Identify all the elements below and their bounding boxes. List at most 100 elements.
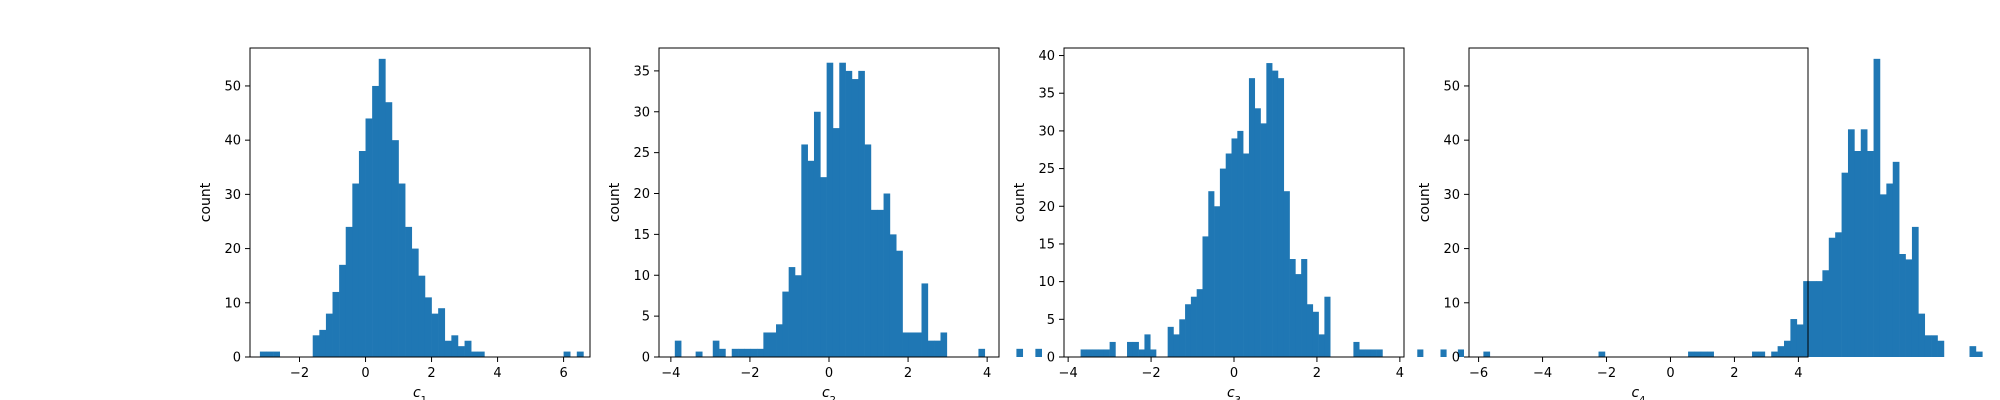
- bar-c4-70: [1931, 335, 1938, 357]
- bar-c1-8: [312, 335, 320, 357]
- bar-c2-13: [757, 348, 764, 357]
- bar-c4-55: [1835, 232, 1842, 357]
- bar-c4-51: [1809, 281, 1817, 357]
- bar-c1-33: [477, 351, 485, 357]
- bar-c2-31: [870, 209, 878, 357]
- bar-c3-30: [1254, 108, 1261, 357]
- x-tick-label-c1-0: 0: [361, 366, 369, 381]
- y-tick-label-c2-15: 15: [633, 228, 650, 243]
- x-tick-label-c3-2: 2: [1313, 366, 1321, 381]
- bar-c2-19: [795, 275, 802, 357]
- bar-c3-29: [1248, 78, 1256, 358]
- axes-frame-c4: [1468, 47, 1809, 358]
- bar-c2-24: [826, 62, 834, 358]
- bar-c1-31: [464, 340, 472, 357]
- bar-c4-59: [1860, 129, 1868, 357]
- bar-c4-35: [1707, 351, 1714, 357]
- histogram-c2: −4 −2 0 2 4 0 5 10 15 20 25 30 35 c2 count: [607, 47, 1042, 400]
- bar-c1-66: [695, 351, 703, 357]
- y-tick-label-c4-0: 0: [1452, 351, 1460, 366]
- y-axis-label-c4: count: [1417, 182, 1433, 222]
- bar-c3-17: [1179, 319, 1186, 357]
- bar-c4-34: [1700, 351, 1708, 357]
- bar-c1-17: [372, 85, 380, 357]
- bar-c4-56: [1841, 172, 1849, 357]
- bar-c2-25: [832, 128, 840, 357]
- bar-c1-27: [438, 308, 446, 357]
- bar-c4-77: [1975, 351, 1983, 357]
- bar-c4-67: [1911, 226, 1919, 357]
- bar-c2-0: [674, 340, 682, 357]
- y-tick-label-c3-15: 15: [1038, 237, 1055, 252]
- bar-c1-32: [471, 351, 479, 357]
- bar-c3-38: [1301, 259, 1308, 357]
- bar-c4-47: [1784, 340, 1791, 357]
- bar-c2-14: [763, 332, 770, 357]
- bar-c2-35: [896, 250, 903, 357]
- x-tick-label-c2--2: −2: [740, 366, 759, 381]
- bar-c3-11: [1144, 334, 1151, 357]
- bar-c2-28: [851, 79, 859, 357]
- bar-c2-26: [839, 62, 846, 358]
- bar-c4-49: [1796, 324, 1804, 357]
- bar-c1-25: [424, 297, 432, 357]
- y-tick-label-c2-5: 5: [642, 310, 650, 325]
- bar-c3-1: [1086, 349, 1093, 357]
- bar-c1-46: [563, 351, 571, 357]
- bar-c1-14: [352, 183, 360, 357]
- bar-c3-5: [1109, 341, 1116, 357]
- y-tick-label-c1-0: 0: [233, 351, 241, 366]
- x-tick-label-c4--6: −6: [1469, 366, 1488, 381]
- bar-c1-48: [576, 351, 584, 357]
- bar-c2-36: [902, 332, 910, 357]
- bar-c2-15: [769, 332, 777, 357]
- bar-c3-37: [1295, 274, 1302, 357]
- x-axis-label-c2: c2: [822, 385, 836, 400]
- bar-c2-37: [908, 332, 916, 357]
- bar-c3-39: [1306, 304, 1314, 357]
- bar-c3-36: [1289, 259, 1296, 357]
- y-tick-label-c3-40: 40: [1038, 49, 1055, 64]
- y-tick-label-c2-30: 30: [633, 105, 650, 120]
- x-axis-label-subscript-c1: 1: [421, 395, 427, 400]
- bar-c1-23: [411, 248, 419, 357]
- bar-c2-12: [750, 348, 758, 357]
- bar-c4-66: [1905, 259, 1913, 357]
- bar-c3-62: [1440, 349, 1447, 357]
- bar-c4-63: [1886, 183, 1894, 357]
- x-axis-label-subscript-c4: 4: [1639, 395, 1645, 400]
- y-tick-label-c4-40: 40: [1443, 134, 1460, 149]
- y-tick-label-c1-10: 10: [224, 296, 241, 311]
- y-tick-label-c4-10: 10: [1443, 296, 1460, 311]
- bars-c3: [1080, 63, 1464, 358]
- bar-c3-51: [1376, 349, 1383, 357]
- bar-c2-22: [813, 111, 821, 357]
- bar-c2-38: [915, 332, 922, 357]
- x-tick-label-c2-4: 4: [983, 366, 991, 381]
- bar-c3-31: [1260, 123, 1267, 358]
- bar-c2-11: [744, 348, 752, 357]
- bar-c1-28: [444, 340, 452, 357]
- bar-c4-64: [1892, 161, 1900, 357]
- bar-c2-17: [782, 291, 789, 357]
- bar-c1-30: [457, 346, 465, 357]
- bar-c2-48: [978, 348, 986, 357]
- bar-c4-54: [1828, 237, 1836, 357]
- bar-c1-1: [266, 351, 274, 357]
- y-axis-label-c3: count: [1012, 182, 1028, 222]
- bar-c3-33: [1272, 70, 1279, 358]
- bar-c3-16: [1173, 334, 1180, 357]
- bar-c3-58: [1417, 349, 1424, 357]
- bar-c3-26: [1231, 138, 1238, 357]
- bar-c2-10: [738, 348, 745, 357]
- bar-c2-40: [927, 340, 935, 357]
- bar-c2-7: [719, 348, 726, 357]
- bars-c2: [674, 62, 1042, 358]
- bar-c4-33: [1694, 351, 1702, 357]
- bar-c3-19: [1190, 296, 1197, 357]
- bar-c4-76: [1969, 346, 1977, 357]
- bar-c3-49: [1365, 349, 1372, 357]
- x-tick-label-c3-4: 4: [1396, 366, 1404, 381]
